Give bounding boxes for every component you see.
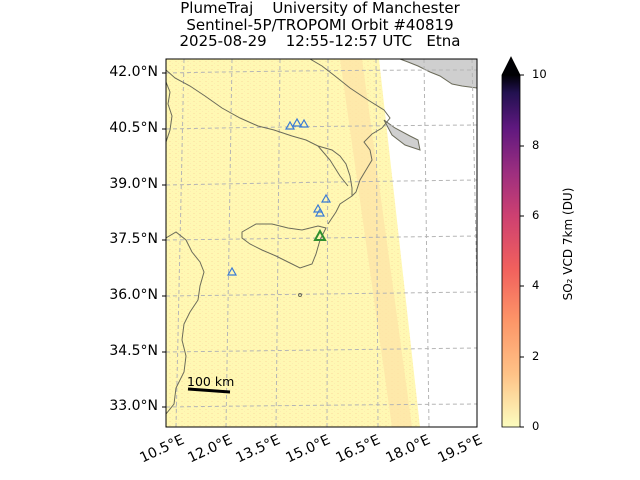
volcano-marker [226,266,238,276]
volcano-marker [314,207,326,217]
italy-coastline [166,59,391,225]
lat-tick-label: 42.0°N [109,64,158,80]
volcano-marker [298,118,310,128]
sicily-coastline [241,223,327,269]
colorbar-tick-label: 4 [532,278,540,292]
title-line-3: 2025-08-29 12:55-12:57 UTC Etna [179,32,461,50]
lat-tick-label: 33.0°N [109,398,158,414]
map-frame [165,58,478,428]
other-volcanoes [226,117,332,276]
etna-marker [313,228,327,241]
map-area [166,59,477,427]
gulf-coast [317,145,349,187]
lat-tick-label: 36.0°N [109,287,158,303]
colorbar-tick-label: 8 [532,138,540,152]
colorbar [502,75,520,427]
map-title: PlumeTraj University of Manchester Senti… [120,0,520,50]
colorbar-tick-label: 0 [532,419,540,433]
colorbar-tick-label: 2 [532,349,540,363]
title-line-2: Sentinel-5P/TROPOMI Orbit #40819 [186,15,454,34]
lat-tick-label: 37.5°N [109,231,158,247]
colorbar-label: SO₂ VCD 7km (DU) [561,187,575,301]
volcano-marker [291,117,303,127]
colorbar-tick-label: 6 [532,208,540,222]
lat-tick-label: 34.5°N [109,343,158,359]
lat-tick-label: 39.0°N [109,176,158,192]
scale-bar-label: 100 km [187,374,235,389]
balkan-land [399,59,477,89]
colorbar-extend-arrow [502,57,520,75]
volcano-marker [284,120,296,130]
colorbar-tick-label: 10 [532,67,547,81]
lat-tick-label: 40.5°N [109,120,158,136]
sardinia-coastline [166,81,173,143]
albania-land [383,119,421,151]
graticule [166,59,477,427]
tunisia-coastline [166,231,205,415]
malta [298,293,302,297]
title-line-1: PlumeTraj University of Manchester [180,0,460,17]
scale-bar [187,387,231,394]
colorbar-tick-marks [520,74,524,428]
swath-edge-band [340,59,412,427]
volcano-marker [320,193,332,203]
map-tick-marks [162,72,166,408]
